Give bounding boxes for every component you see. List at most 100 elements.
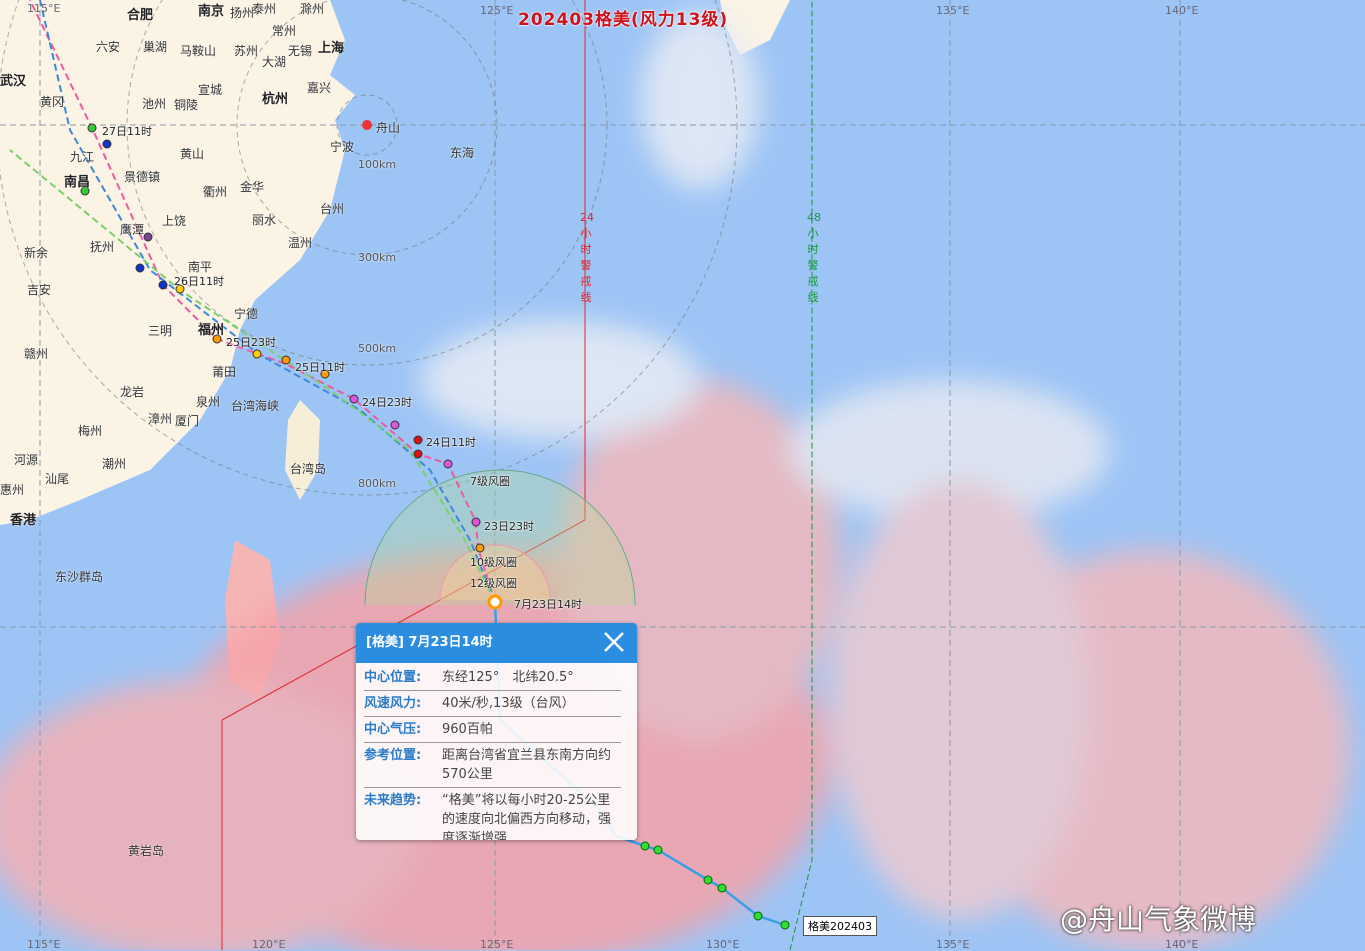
popup-row-reference: 参考位置: 距离台湾省宜兰县东南方向约570公里 <box>364 743 621 788</box>
typhoon-tag[interactable]: 格美202403 <box>803 916 877 936</box>
city-label: 大湖 <box>262 55 287 69</box>
city-label: 南京 <box>198 4 225 19</box>
range-ring-label: 100km <box>358 158 397 171</box>
city-label: 台湾海峡 <box>231 399 280 413</box>
wind-circle-7 <box>364 469 636 606</box>
lon-label: 140°E <box>1165 938 1199 951</box>
current-time-label: 7月23日14时 <box>514 598 582 611</box>
wind-circle-label: 7级风圈 <box>470 475 510 488</box>
city-label: 嘉兴 <box>307 81 332 95</box>
city-label: 上海 <box>318 41 345 56</box>
city-label: 南昌 <box>64 175 91 190</box>
popup-row-trend: 未来趋势: “格美”将以每小时20-25公里的速度向北偏西方向移动，强度逐渐增强 <box>364 793 612 840</box>
city-label: 黄冈 <box>40 95 65 109</box>
city-label: 东沙群岛 <box>55 570 104 584</box>
popup-row-wind: 风速风力: 40米/秒,13级（台风） <box>364 691 621 717</box>
lon-label: 125°E <box>480 4 514 17</box>
city-label: 黄岩岛 <box>128 844 165 858</box>
lon-label: 125°E <box>480 938 514 951</box>
city-label: 南平 <box>188 260 213 274</box>
city-label: 东海 <box>450 146 475 160</box>
lon-label: 115°E <box>27 2 61 15</box>
forecast-label: 24日11时 <box>426 436 476 449</box>
city-label: 舟山 <box>376 121 401 135</box>
city-label: 温州 <box>288 236 313 250</box>
forecast-label: 27日11时 <box>102 125 152 138</box>
city-label: 杭州 <box>262 92 289 107</box>
city-label: 景德镇 <box>124 170 161 184</box>
map-title: 202403格美(风力13级) <box>518 10 729 30</box>
typhoon-info-popup: [格美] 7月23日14时 中心位置: 东经125° 北纬20.5° 风速风力: 4… <box>356 623 637 840</box>
city-label: 常州 <box>272 24 297 38</box>
city-label: 宣城 <box>198 83 223 97</box>
forecast-label: 26日11时 <box>174 275 224 288</box>
forecast-tracks <box>9 0 496 603</box>
lon-label: 135°E <box>936 938 970 951</box>
lon-label: 135°E <box>936 4 970 17</box>
taiwan-island <box>285 400 320 500</box>
city-label: 香港 <box>10 513 37 528</box>
city-label: 新余 <box>24 246 49 260</box>
warning-48h-label: 48小时警戒线 <box>807 211 821 304</box>
forecast-label: 25日11时 <box>295 361 345 374</box>
city-label: 黄山 <box>180 147 205 161</box>
city-label: 三明 <box>148 324 173 338</box>
city-label: 衢州 <box>203 185 228 199</box>
city-label: 莆田 <box>212 365 237 379</box>
zhoushan-marker <box>362 120 372 130</box>
city-label: 武汉 <box>0 74 27 89</box>
watermark: @舟山气象微博 <box>1060 903 1257 936</box>
lon-label: 115°E <box>27 938 61 951</box>
range-ring-label: 500km <box>358 342 397 355</box>
city-label: 巢湖 <box>143 40 168 54</box>
city-label: 厦门 <box>175 414 200 428</box>
city-label: 鹰潭 <box>120 223 145 237</box>
city-label: 福州 <box>198 323 225 338</box>
city-label: 宁波 <box>330 140 355 154</box>
city-label: 合肥 <box>127 8 154 23</box>
range-rings <box>0 0 738 496</box>
city-label: 抚州 <box>90 240 115 254</box>
city-label: 苏州 <box>234 44 259 58</box>
range-ring-label: 300km <box>358 251 397 264</box>
mainland-china <box>0 0 355 525</box>
city-label: 滁州 <box>300 2 325 16</box>
city-label: 扬州 <box>230 6 255 20</box>
city-label: 河源 <box>14 453 39 467</box>
city-label: 金华 <box>240 180 265 194</box>
lon-label: 140°E <box>1165 4 1199 17</box>
wind-circle-10 <box>439 544 551 601</box>
forecast-label: 23日23时 <box>484 520 534 533</box>
warning-line-24h <box>221 0 586 721</box>
forecast-label: 25日23时 <box>226 336 276 349</box>
forecast-label: 24日23时 <box>362 396 412 409</box>
city-label: 泉州 <box>196 395 221 409</box>
warning-line-48h <box>789 0 813 950</box>
city-label: 龙岩 <box>120 385 145 399</box>
city-label: 梅州 <box>78 424 103 438</box>
city-label: 潮州 <box>102 457 127 471</box>
warning-24h-label: 24小时警戒线 <box>580 211 594 304</box>
city-label: 铜陵 <box>174 98 199 112</box>
city-label: 汕尾 <box>45 472 70 486</box>
city-label: 丽水 <box>252 213 277 227</box>
city-label: 池州 <box>142 97 167 111</box>
city-label: 宁德 <box>234 307 259 321</box>
city-label: 无锡 <box>288 44 313 58</box>
city-label: 台州 <box>320 202 345 216</box>
city-label: 泰州 <box>252 2 277 16</box>
popup-title: [格美] 7月23日14时 <box>366 635 493 650</box>
close-icon[interactable] <box>603 631 625 653</box>
city-label: 六安 <box>96 40 121 54</box>
city-label: 赣州 <box>24 347 49 361</box>
city-label: 九江 <box>70 150 95 164</box>
popup-row-position: 中心位置: 东经125° 北纬20.5° <box>364 665 621 691</box>
city-label: 台湾岛 <box>290 462 327 476</box>
track-points <box>80 120 790 930</box>
city-label: 吉安 <box>27 283 52 297</box>
lon-label: 130°E <box>706 938 740 951</box>
city-label: 漳州 <box>148 412 173 426</box>
popup-row-pressure: 中心气压: 960百帕 <box>364 717 621 743</box>
city-label: 惠州 <box>0 483 25 497</box>
